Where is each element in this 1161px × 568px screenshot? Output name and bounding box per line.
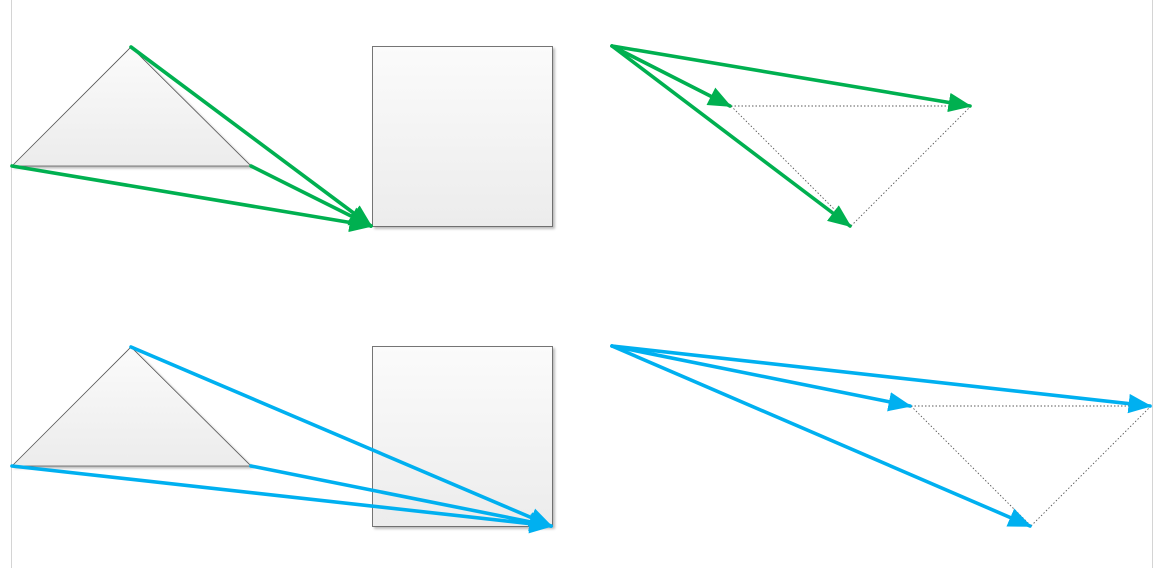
rectangle-shape	[372, 346, 553, 527]
arrow-apex-to-rect	[129, 345, 553, 528]
green-arrows	[10, 45, 373, 233]
arrow-left-corner-to-rect	[10, 464, 553, 534]
triangle-shape	[11, 46, 252, 167]
rectangle-shape	[372, 46, 553, 227]
blue-vectors	[610, 344, 1152, 528]
vector-to-left-vertex	[610, 344, 912, 412]
panel-bottom-left	[10, 345, 553, 534]
vector-to-right-vertex	[610, 44, 972, 113]
panel-top-left	[10, 45, 553, 233]
dotted-left-edge	[730, 105, 852, 227]
arrow-right-corner-to-rect	[249, 464, 553, 532]
page-frame	[11, 0, 1153, 568]
green-vectors	[610, 44, 972, 228]
arrow-apex-to-rect	[129, 45, 373, 228]
dotted-right-edge	[1030, 405, 1152, 527]
vector-to-left-vertex	[610, 44, 732, 108]
dotted-triangle	[910, 405, 1152, 527]
dotted-left-edge	[910, 405, 1032, 527]
blue-arrows	[10, 345, 553, 534]
panel-bottom-right	[610, 344, 1152, 528]
vector-to-bottom-vertex	[610, 44, 852, 228]
dotted-triangle	[730, 105, 972, 227]
arrow-left-corner-to-rect	[10, 164, 373, 233]
vector-to-right-vertex	[610, 344, 1152, 414]
vector-to-bottom-vertex	[610, 344, 1032, 528]
dotted-right-edge	[850, 105, 972, 227]
panel-top-right	[610, 44, 972, 228]
triangle-shape	[11, 346, 252, 467]
